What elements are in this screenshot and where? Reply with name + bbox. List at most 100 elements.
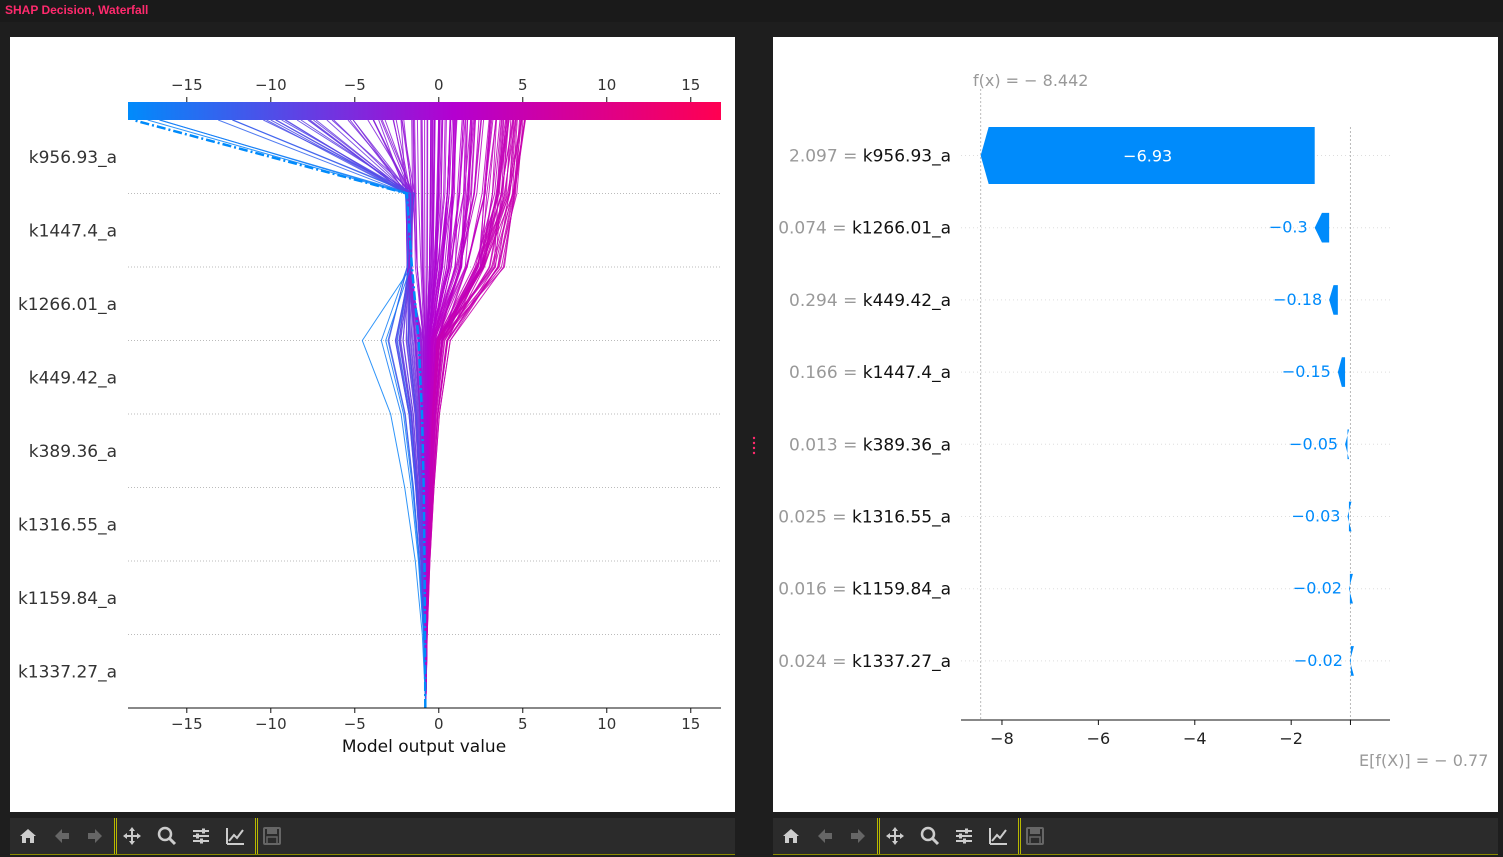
home-icon: [783, 829, 799, 843]
waterfall-plot: −6.93−0.3−0.18−0.15−0.05−0.03−0.02−0.02 …: [778, 71, 1488, 770]
waterfall-feature-value: 0.166 =: [789, 363, 863, 383]
back-arrow-button[interactable]: [810, 821, 840, 851]
decision-path: [159, 119, 427, 708]
forward-arrow-button[interactable]: [80, 821, 110, 851]
colorbar-tick-label: 10: [597, 76, 616, 94]
edit-axis-icon: [989, 828, 1007, 845]
decision-feature-label: k389.36_a: [29, 442, 117, 462]
edit-axis-button[interactable]: [983, 821, 1013, 851]
back-arrow-button[interactable]: [47, 821, 77, 851]
forward-arrow-icon: [851, 829, 865, 843]
waterfall-feature-label: 0.166 = k1447.4_a: [789, 363, 951, 383]
back-arrow-icon: [818, 829, 832, 843]
pan-button[interactable]: [117, 821, 147, 851]
zoom-button[interactable]: [152, 821, 182, 851]
highlighted-decision-path: [132, 118, 427, 708]
waterfall-feature-label: 0.024 = k1337.27_a: [778, 652, 951, 672]
decision-x-tick-label: −10: [255, 715, 287, 733]
decision-feature-label: k956.93_a: [29, 148, 117, 168]
waterfall-feature-label: 0.016 = k1159.84_a: [778, 580, 951, 600]
waterfall-feature-label: 0.013 = k389.36_a: [789, 435, 951, 455]
title-bar: SHAP Decision, Waterfall: [0, 0, 1503, 22]
decision-x-tick-label: 5: [518, 715, 528, 733]
home-button[interactable]: [776, 821, 806, 851]
waterfall-feature-name: k449.42_a: [863, 291, 951, 311]
waterfall-feature-label: 0.025 = k1316.55_a: [778, 508, 951, 528]
decision-x-tick-label: 10: [597, 715, 616, 733]
colorbar-tick-label: −15: [171, 76, 203, 94]
toolbar-separator: [1018, 818, 1021, 854]
decision-feature-label: k1337.27_a: [18, 662, 117, 682]
waterfall-feature-value: 0.294 =: [789, 291, 863, 311]
waterfall-feature-label: 0.074 = k1266.01_a: [778, 219, 951, 239]
decision-feature-label: k449.42_a: [29, 368, 117, 388]
forward-arrow-icon: [88, 829, 102, 843]
waterfall-bar: [1314, 212, 1330, 243]
waterfall-bar: [1349, 646, 1354, 676]
configure-subplots-icon: [956, 828, 972, 844]
waterfall-bar-label: −0.03: [1291, 507, 1340, 526]
expected-value-annotation: E[f(X)] = − 0.77: [1359, 751, 1488, 770]
waterfall-bar-label: −0.3: [1269, 218, 1308, 237]
edit-axis-button[interactable]: [220, 821, 250, 851]
pan-button[interactable]: [880, 821, 910, 851]
decision-path: [147, 119, 427, 708]
waterfall-feature-value: 0.013 =: [789, 435, 863, 455]
waterfall-feature-value: 0.016 =: [778, 580, 852, 600]
configure-subplots-icon: [193, 828, 209, 844]
decision-x-tick-label: 0: [434, 715, 444, 733]
waterfall-feature-name: k389.36_a: [863, 435, 951, 455]
save-button[interactable]: [257, 821, 287, 851]
waterfall-bar-label: −0.02: [1294, 651, 1343, 670]
home-button[interactable]: [13, 821, 43, 851]
decision-x-tick-label: −5: [344, 715, 366, 733]
decision-feature-label: k1316.55_a: [18, 515, 117, 535]
fx-annotation: f(x) = − 8.442: [973, 71, 1088, 90]
edit-axis-icon: [226, 828, 244, 845]
toolbar-separator: [877, 818, 880, 854]
waterfall-feature-label: 2.097 = k956.93_a: [789, 147, 951, 167]
decision-feature-label: k1447.4_a: [29, 221, 117, 241]
pan-icon: [886, 827, 904, 845]
configure-subplots-button[interactable]: [186, 821, 216, 851]
toolbar-separator: [114, 818, 117, 854]
save-icon: [1026, 827, 1044, 845]
waterfall-bar: [1347, 501, 1352, 532]
decision-x-axis-label: Model output value: [342, 737, 506, 757]
zoom-icon: [920, 826, 940, 846]
save-button[interactable]: [1020, 821, 1050, 851]
decision-x-tick-label: 15: [681, 715, 700, 733]
home-icon: [20, 829, 36, 843]
back-arrow-icon: [55, 829, 69, 843]
zoom-button[interactable]: [915, 821, 945, 851]
waterfall-x-tick-label: −2: [1279, 729, 1303, 748]
decision-x-tick-label: −15: [171, 715, 203, 733]
zoom-icon: [157, 826, 177, 846]
waterfall-bar-label: −0.02: [1293, 579, 1342, 598]
decision-path: [218, 119, 427, 708]
save-icon: [263, 827, 281, 845]
waterfall-bar-label: −6.93: [1123, 147, 1172, 166]
waterfall-feature-value: 2.097 =: [789, 147, 863, 167]
waterfall-bar: [1337, 357, 1346, 387]
decision-path: [270, 119, 427, 708]
colorbar-tick-label: 15: [681, 76, 700, 94]
configure-subplots-button[interactable]: [949, 821, 979, 851]
waterfall-feature-name: k956.93_a: [863, 147, 951, 167]
left-plot-toolbar: [10, 818, 735, 855]
window-title: SHAP Decision, Waterfall: [5, 3, 149, 17]
colorbar-tick-label: −10: [255, 76, 287, 94]
waterfall-feature-value: 0.025 =: [778, 508, 852, 528]
colorbar-tick-label: −5: [344, 76, 366, 94]
decision-feature-label: k1266.01_a: [18, 295, 117, 315]
panel-splitter[interactable]: [749, 434, 759, 458]
waterfall-x-tick-label: −8: [990, 729, 1014, 748]
waterfall-feature-name: k1316.55_a: [852, 508, 951, 528]
waterfall-feature-value: 0.024 =: [778, 652, 852, 672]
waterfall-feature-label: 0.294 = k449.42_a: [789, 291, 951, 311]
waterfall-plot-panel: −6.93 −0.3 −0.18 −0.15 −0.05 −0.03 −0.02 −0.02 …: [773, 37, 1498, 812]
forward-arrow-button[interactable]: [843, 821, 873, 851]
waterfall-feature-name: k1447.4_a: [863, 363, 951, 383]
decision-plot: k956.93_a k1447.4_a k1266.01_a k449.42_a k38…: [18, 76, 721, 757]
colorbar: [128, 102, 721, 120]
